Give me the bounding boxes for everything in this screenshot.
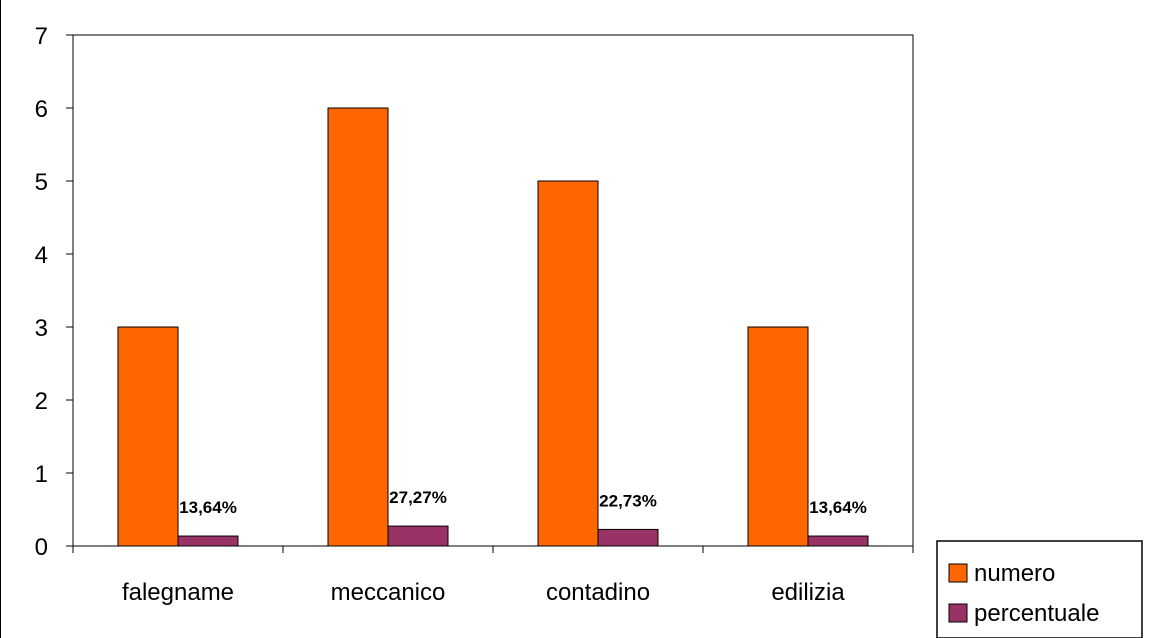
x-tick-label: falegname [122, 579, 234, 606]
bars [117, 107, 869, 547]
y-tick-label: 2 [35, 388, 48, 415]
legend-label-numero: numero [974, 560, 1055, 587]
bar-numero-contadino [537, 180, 599, 547]
bar-numero-edilizia [747, 326, 809, 547]
y-tick-label: 1 [35, 461, 48, 488]
legend-box [936, 540, 1143, 638]
y-tick-label: 4 [35, 242, 48, 269]
y-tick-label: 7 [35, 23, 48, 50]
data-labels: 13,64% 27,27% 22,73% 13,64% [179, 488, 867, 517]
y-tick-labels: 0 1 2 3 4 5 6 7 [35, 23, 48, 561]
x-tick-label: edilizia [771, 579, 845, 606]
bar-numero-meccanico [327, 107, 389, 547]
data-label: 13,64% [179, 498, 237, 517]
data-label: 13,64% [809, 498, 867, 517]
data-label: 27,27% [389, 488, 447, 507]
x-tick-label: meccanico [331, 579, 446, 606]
bar-percentuale-falegname [177, 535, 239, 547]
x-tick-label: contadino [546, 579, 650, 606]
y-tick-label: 0 [35, 534, 48, 561]
y-tick-label: 5 [35, 169, 48, 196]
x-tick-labels: falegname meccanico contadino edilizia [122, 579, 845, 606]
bar-percentuale-edilizia [807, 535, 869, 547]
data-label: 22,73% [599, 491, 657, 510]
y-tick-label: 6 [35, 96, 48, 123]
bar-percentuale-meccanico [387, 525, 449, 547]
legend: numero percentuale [936, 540, 1143, 638]
legend-swatch-percentuale [948, 603, 968, 623]
y-tick-label: 3 [35, 315, 48, 342]
axes [66, 34, 914, 553]
legend-swatch-numero [948, 563, 968, 583]
bar-numero-falegname [117, 326, 179, 547]
bar-percentuale-contadino [597, 528, 659, 547]
legend-label-percentuale: percentuale [974, 600, 1099, 627]
